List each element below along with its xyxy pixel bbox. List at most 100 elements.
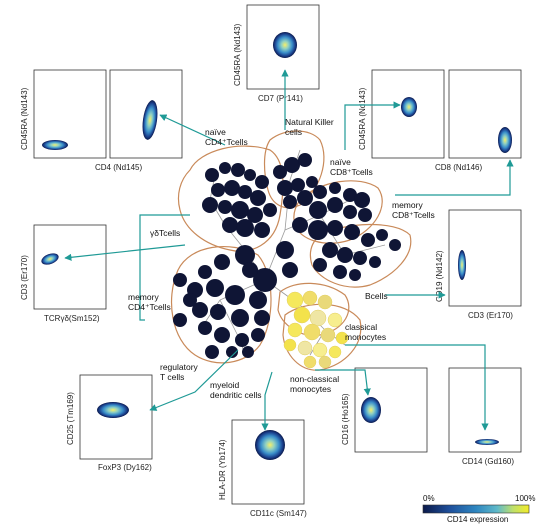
tree-node <box>236 219 254 237</box>
tree-node <box>235 333 249 347</box>
tree-node <box>327 197 343 213</box>
tree-node <box>198 321 212 335</box>
tree-node <box>309 309 327 327</box>
tree-node <box>322 242 338 258</box>
tree-node <box>298 153 312 167</box>
tree-node <box>308 220 328 240</box>
axis-y-cd11c: HLA-DR (Yb174) <box>218 439 227 500</box>
axis-y-cd14: CD16 (Ho165) <box>341 393 350 445</box>
tree-node <box>328 345 342 359</box>
tree-node <box>283 195 297 209</box>
axis-x-cd4: CD4 (Nd145) <box>95 163 142 172</box>
tree-node <box>205 345 219 359</box>
tree-node <box>303 323 321 341</box>
legend-title: CD14 expression <box>447 515 508 524</box>
tree-node <box>226 346 238 358</box>
tree-node <box>218 200 232 214</box>
tree-node <box>238 185 252 199</box>
tree-node <box>276 241 294 259</box>
tree-node <box>214 254 230 270</box>
axis-x-cd7: CD7 (Pr141) <box>258 94 303 103</box>
legend-min: 0% <box>423 494 435 503</box>
tree-node <box>198 265 212 279</box>
tree-node <box>287 322 303 338</box>
tree-node <box>327 312 343 328</box>
tree-node <box>254 310 270 326</box>
axis-x-cd14: CD14 (Gd160) <box>462 457 514 466</box>
tree-node <box>306 176 318 188</box>
axis-y-cd8: CD45RA (Nd143) <box>358 87 367 150</box>
axis-x-foxp3: FoxP3 (Dy162) <box>98 463 152 472</box>
label-mdc: myeloid dendritic cells <box>210 380 262 400</box>
tree-node <box>242 346 254 358</box>
axis-x-cd19: CD3 (Er170) <box>468 311 513 320</box>
tree-node <box>291 178 305 192</box>
tree-node <box>286 291 304 309</box>
tree-node <box>333 265 347 279</box>
tree-node <box>354 192 370 208</box>
tree-node <box>202 197 218 213</box>
tree-node <box>389 239 401 251</box>
tree-node <box>292 217 308 233</box>
population-labels: Natural Killer cells naïve CD4⁺Tcells naïv… <box>128 117 435 400</box>
tree-node <box>211 183 225 197</box>
label-bcells: Bcells <box>365 291 388 301</box>
tree-node <box>219 162 231 174</box>
tree-node <box>249 291 267 309</box>
tree-node <box>343 188 357 202</box>
tree-node <box>293 306 311 324</box>
tree-node <box>297 340 313 356</box>
tree-node <box>254 222 270 238</box>
label-memory-cd8: memory CD8⁺Tcells <box>392 200 435 220</box>
tree-node <box>329 182 341 194</box>
tree-node <box>309 201 327 219</box>
tree-node <box>263 203 277 217</box>
panel-cd7: CD7 (Pr141) CD45RA (Nd143) <box>233 4 320 103</box>
tree-node <box>192 302 208 318</box>
arrows <box>64 69 514 431</box>
label-naive-cd8: naïve CD8⁺Tcells <box>330 157 373 177</box>
tree-node <box>297 190 313 206</box>
tree-node <box>313 258 327 272</box>
tree-nodes <box>173 153 401 369</box>
label-naive-cd4: naïve CD4⁺Tcells <box>205 127 248 147</box>
tree-node <box>320 327 336 343</box>
outline-naive-cd8 <box>293 180 383 244</box>
tree-node <box>231 201 249 219</box>
tree-node <box>303 355 317 369</box>
tree-node <box>251 328 265 342</box>
panel-cd19: CD3 (Er170) CD19 (Nd142) <box>435 209 522 320</box>
tree-node <box>222 217 238 233</box>
label-nk: Natural Killer cells <box>285 117 334 137</box>
tree-node <box>318 355 332 369</box>
tree-node <box>244 169 256 181</box>
tree-node <box>247 207 263 223</box>
tree-node <box>253 268 277 292</box>
panel-cd8: CD8 (Nd146) CD45RA (Nd143) <box>358 69 522 172</box>
tree-node <box>312 342 328 358</box>
tree-node <box>173 273 187 287</box>
tree-node <box>214 327 230 343</box>
tree-node <box>284 157 300 173</box>
tree-node <box>173 313 187 327</box>
tree-node <box>343 205 357 219</box>
panel-foxp3: FoxP3 (Dy162) CD25 (Tm169) <box>66 374 153 472</box>
tree-node <box>353 251 367 265</box>
tree-node <box>344 224 360 240</box>
tree-node <box>313 185 327 199</box>
tree-node <box>206 279 224 297</box>
tree-node <box>361 233 375 247</box>
tree-node <box>210 304 226 320</box>
tree-node <box>337 247 353 263</box>
tree-node <box>242 262 258 278</box>
axis-y-foxp3: CD25 (Tm169) <box>66 392 75 445</box>
tree-node <box>224 180 240 196</box>
tree-node <box>283 338 297 352</box>
tree-node <box>235 245 255 265</box>
axis-y-cd7: CD45RA (Nd143) <box>233 23 242 86</box>
axis-y-tcrgd: CD3 (Er170) <box>20 255 29 300</box>
tree-node <box>317 294 333 310</box>
label-nonclassical: non-classical monocytes <box>290 374 339 394</box>
panel-tcrgd: TCRγδ(Sm152) CD3 (Er170) <box>20 224 107 323</box>
